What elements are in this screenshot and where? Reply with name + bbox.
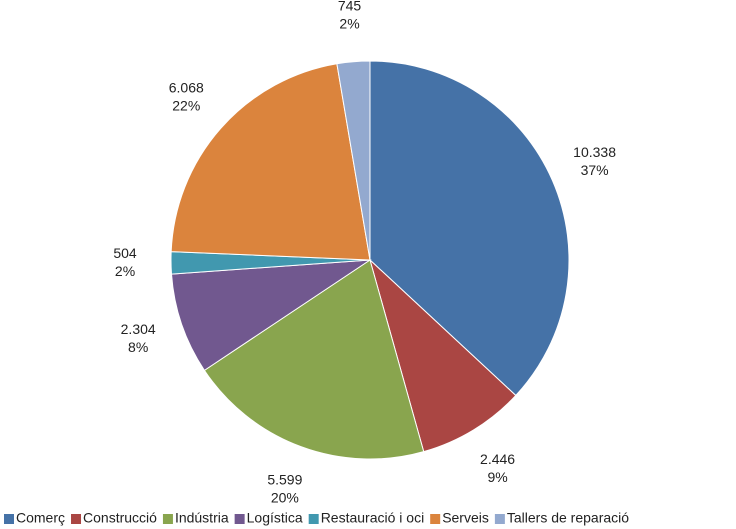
percent-label: 37%	[581, 162, 609, 178]
legend-label: Restauració i oci	[321, 510, 425, 526]
pie-slice	[369, 258, 517, 453]
legend-swatch	[308, 514, 319, 524]
value-label: 6.068	[169, 80, 204, 96]
percent-label: 2%	[115, 263, 135, 279]
value-label: 2.446	[480, 451, 515, 467]
legend-label: Tallers de reparació	[507, 510, 629, 526]
legend-swatch	[71, 514, 82, 524]
legend-label: Logística	[247, 510, 303, 526]
value-label: 745	[338, 0, 362, 14]
legend-label: Serveis	[442, 510, 489, 526]
legend-swatch	[494, 514, 505, 524]
percent-label: 9%	[487, 469, 507, 485]
value-label: 10.338	[573, 144, 616, 160]
percent-label: 20%	[271, 489, 299, 505]
value-label: 504	[113, 245, 137, 261]
legend-swatch	[4, 514, 14, 524]
legend-label: Comerç	[16, 510, 65, 526]
pie-slice	[170, 259, 372, 372]
percent-label: 2%	[339, 16, 359, 32]
legend-label: Construcció	[83, 510, 157, 526]
percent-label: 22%	[172, 98, 200, 114]
legend-swatch	[430, 514, 441, 524]
legend-swatch	[234, 514, 245, 524]
legend-swatch	[162, 514, 173, 524]
value-label: 5.599	[267, 471, 302, 487]
value-label: 2.304	[121, 321, 156, 337]
legend-label: Indústria	[175, 510, 229, 526]
pie-slice	[336, 60, 371, 261]
pie-slice	[369, 60, 570, 397]
percent-label: 8%	[128, 339, 148, 355]
pie-slice	[170, 63, 371, 261]
pie-slice	[203, 259, 425, 460]
